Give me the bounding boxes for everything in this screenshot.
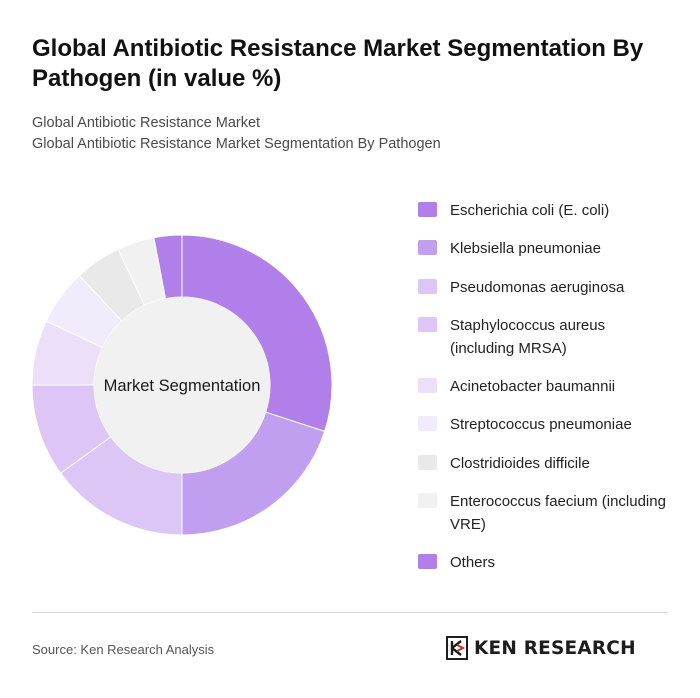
legend-swatch — [418, 202, 437, 217]
footer-divider — [32, 612, 668, 613]
legend-swatch — [418, 240, 437, 255]
legend-label: Klebsiella pneumoniae — [450, 240, 601, 257]
legend-item: Pseudomonas aeruginosa — [418, 276, 670, 299]
ken-research-logo: KEN RESEARCH — [446, 636, 636, 660]
donut-center-label: Market Segmentation — [104, 377, 261, 395]
legend-swatch — [418, 317, 437, 332]
chart-subtitle: Global Antibiotic Resistance Market Glob… — [32, 113, 672, 155]
legend-label: Streptococcus pneumoniae — [450, 416, 632, 433]
legend-swatch — [418, 279, 437, 294]
legend-label: Others — [450, 554, 496, 571]
legend-label: Pseudomonas aeruginosa — [450, 279, 625, 296]
legend-item: Escherichia coli (E. coli) — [418, 199, 670, 222]
legend-label: Acinetobacter baumannii — [450, 378, 616, 395]
legend-swatch — [418, 416, 437, 431]
legend-item: Enterococcus faecium (including VRE) — [418, 490, 670, 536]
legend-swatch — [418, 455, 437, 470]
subtitle-line-1: Global Antibiotic Resistance Market — [32, 115, 261, 131]
chart-title: Global Antibiotic Resistance Market Segm… — [32, 35, 644, 92]
source-note: Source: Ken Research Analysis — [32, 642, 215, 657]
legend-item: Streptococcus pneumoniae — [418, 413, 670, 436]
legend-label: Staphylococcus aureus (including MRSA) — [450, 317, 606, 357]
legend-item: Acinetobacter baumannii — [418, 375, 670, 398]
legend-label: Enterococcus faecium (including VRE) — [450, 493, 666, 533]
legend-item: Clostridioides difficile — [418, 452, 670, 475]
subtitle-line-2: Global Antibiotic Resistance Market Segm… — [32, 136, 441, 152]
legend-item: Klebsiella pneumoniae — [418, 237, 670, 260]
ken-logo-icon — [446, 636, 468, 660]
legend-item: Staphylococcus aureus (including MRSA) — [418, 314, 670, 360]
legend-swatch — [418, 554, 437, 569]
donut-center — [94, 297, 270, 473]
legend-swatch — [418, 493, 437, 508]
logo-wordmark: KEN RESEARCH — [474, 637, 636, 659]
legend-swatch — [418, 378, 437, 393]
legend-label: Clostridioides difficile — [450, 455, 590, 472]
legend-item: Others — [418, 551, 670, 574]
legend-label: Escherichia coli (E. coli) — [450, 202, 610, 219]
